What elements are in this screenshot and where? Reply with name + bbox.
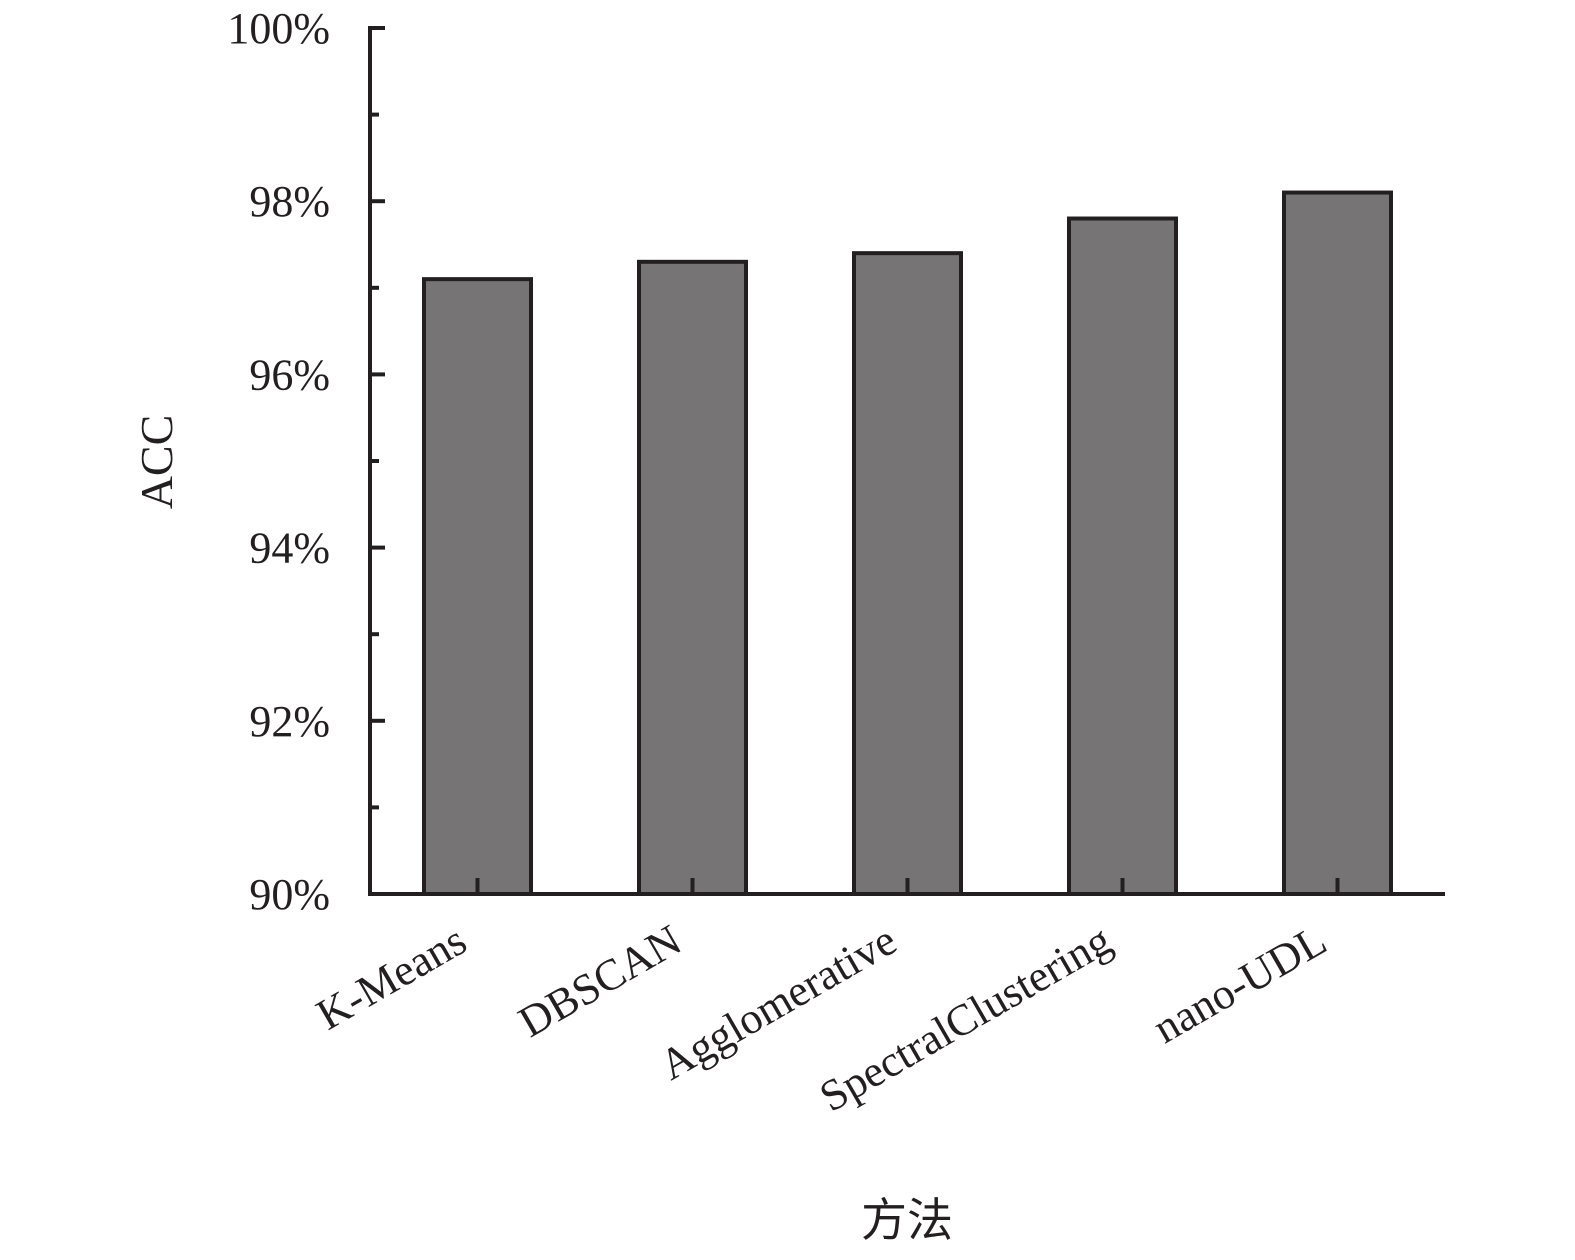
- axes-group: [368, 26, 1445, 896]
- y-tick-label: 94%: [249, 524, 330, 573]
- x-tick-label: K-Means: [308, 915, 474, 1039]
- bar-2: [637, 259, 748, 896]
- x-tick-label: DBSCAN: [510, 915, 689, 1047]
- y-tick-label: 100%: [227, 4, 330, 53]
- x-tick-label: nano-UDL: [1145, 915, 1335, 1053]
- y-tick-label: 96%: [249, 350, 330, 399]
- bar-5: [1282, 190, 1393, 897]
- y-ticks-group: 90% 92% 94% 96% 98% 100%: [227, 4, 330, 919]
- y-tick-label: 92%: [249, 697, 330, 746]
- bar-4: [1067, 216, 1178, 896]
- y-tick-label: 98%: [249, 177, 330, 226]
- bar-1: [422, 277, 533, 896]
- y-axis-title: ACC: [131, 415, 182, 510]
- x-labels-group: K-Means DBSCANAgglomerativeSpectralCluste…: [308, 915, 1334, 1121]
- x-axis-title: 方法: [861, 1193, 953, 1247]
- y-tick-label: 90%: [249, 870, 330, 919]
- bar-3: [852, 251, 963, 897]
- bars-group: [422, 190, 1393, 897]
